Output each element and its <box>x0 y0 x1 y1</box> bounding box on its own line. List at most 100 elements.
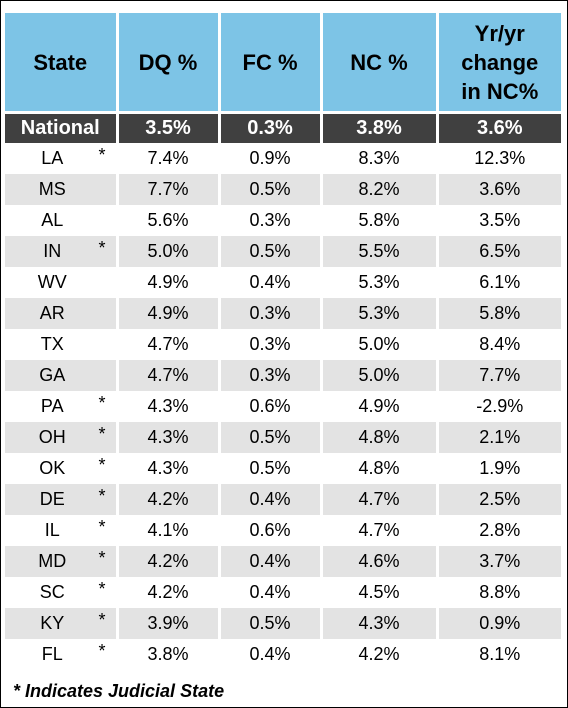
fc-cell: 0.6% <box>217 391 321 422</box>
table-row: KY * 3.9% 0.5% 4.3% 0.9% <box>5 608 561 639</box>
judicial-star: * <box>98 238 106 258</box>
yoy-cell: 8.1% <box>435 639 561 670</box>
header-dq: DQ % <box>115 13 219 113</box>
state-cell: TX <box>5 329 117 360</box>
state-cell: KY * <box>5 608 117 639</box>
table-row: WV 4.9% 0.4% 5.3% 6.1% <box>5 267 561 298</box>
state-code: IN <box>43 241 62 261</box>
table-row: IN * 5.0% 0.5% 5.5% 6.5% <box>5 236 561 267</box>
state-cell: DE * <box>5 484 117 515</box>
national-row: National 3.5% 0.3% 3.8% 3.6% <box>5 111 561 143</box>
header-fc: FC % <box>217 13 321 113</box>
table-row: GA 4.7% 0.3% 5.0% 7.7% <box>5 360 561 391</box>
national-nc: 3.8% <box>319 111 437 143</box>
state-code: PA <box>40 396 64 416</box>
dq-cell: 4.1% <box>115 515 219 546</box>
yoy-cell: 3.7% <box>435 546 561 577</box>
yoy-cell: 6.5% <box>435 236 561 267</box>
state-code: KY <box>40 613 65 633</box>
nc-cell: 4.6% <box>319 546 437 577</box>
nc-cell: 5.0% <box>319 360 437 391</box>
judicial-star: * <box>98 393 106 413</box>
state-cell: AL <box>5 205 117 236</box>
table-row: OH * 4.3% 0.5% 4.8% 2.1% <box>5 422 561 453</box>
nc-cell: 5.3% <box>319 298 437 329</box>
table-row: AR 4.9% 0.3% 5.3% 5.8% <box>5 298 561 329</box>
dq-cell: 4.3% <box>115 422 219 453</box>
fc-cell: 0.5% <box>217 236 321 267</box>
national-yoy: 3.6% <box>435 111 561 143</box>
table-row: IL * 4.1% 0.6% 4.7% 2.8% <box>5 515 561 546</box>
table-row: AL 5.6% 0.3% 5.8% 3.5% <box>5 205 561 236</box>
state-cell: MS <box>5 174 117 205</box>
dq-cell: 4.9% <box>115 267 219 298</box>
nc-cell: 5.5% <box>319 236 437 267</box>
fc-cell: 0.3% <box>217 360 321 391</box>
fc-cell: 0.9% <box>217 143 321 174</box>
fc-cell: 0.5% <box>217 174 321 205</box>
nc-cell: 8.3% <box>319 143 437 174</box>
state-code: AR <box>39 303 65 323</box>
yoy-cell: 7.7% <box>435 360 561 391</box>
dq-cell: 4.3% <box>115 453 219 484</box>
state-cell: OH * <box>5 422 117 453</box>
header-state: State <box>5 13 117 113</box>
dq-cell: 4.2% <box>115 484 219 515</box>
fc-cell: 0.6% <box>217 515 321 546</box>
fc-cell: 0.5% <box>217 422 321 453</box>
state-code: SC <box>39 582 65 602</box>
judicial-star: * <box>98 424 106 444</box>
yoy-cell: 3.6% <box>435 174 561 205</box>
fc-cell: 0.3% <box>217 205 321 236</box>
judicial-star: * <box>98 455 106 475</box>
dq-cell: 5.0% <box>115 236 219 267</box>
table-row: DE * 4.2% 0.4% 4.7% 2.5% <box>5 484 561 515</box>
yoy-cell: 2.8% <box>435 515 561 546</box>
dq-cell: 4.9% <box>115 298 219 329</box>
state-code: IL <box>44 520 60 540</box>
state-cell: IL * <box>5 515 117 546</box>
state-code: WV <box>37 272 67 292</box>
nc-cell: 4.7% <box>319 484 437 515</box>
table-row: MS 7.7% 0.5% 8.2% 3.6% <box>5 174 561 205</box>
fc-cell: 0.3% <box>217 329 321 360</box>
yoy-cell: 2.1% <box>435 422 561 453</box>
nc-cell: 4.7% <box>319 515 437 546</box>
judicial-star: * <box>98 486 106 506</box>
dq-cell: 3.8% <box>115 639 219 670</box>
nc-cell: 5.8% <box>319 205 437 236</box>
dq-cell: 4.2% <box>115 577 219 608</box>
judicial-star: * <box>98 517 106 537</box>
judicial-star: * <box>98 145 106 165</box>
state-cell: GA <box>5 360 117 391</box>
footnote: * Indicates Judicial State <box>13 681 225 701</box>
judicial-star: * <box>98 641 106 661</box>
header-row: State DQ % FC % NC % Yr/yr change in NC% <box>5 13 561 113</box>
table-row: LA * 7.4% 0.9% 8.3% 12.3% <box>5 143 561 174</box>
nc-cell: 4.2% <box>319 639 437 670</box>
yoy-cell: 6.1% <box>435 267 561 298</box>
dq-cell: 4.7% <box>115 360 219 391</box>
nc-cell: 5.0% <box>319 329 437 360</box>
judicial-star: * <box>98 548 106 568</box>
national-fc: 0.3% <box>217 111 321 143</box>
table-row: SC * 4.2% 0.4% 4.5% 8.8% <box>5 577 561 608</box>
nc-cell: 4.9% <box>319 391 437 422</box>
fc-cell: 0.4% <box>217 484 321 515</box>
judicial-star: * <box>98 610 106 630</box>
yoy-cell: -2.9% <box>435 391 561 422</box>
fc-cell: 0.4% <box>217 267 321 298</box>
yoy-cell: 3.5% <box>435 205 561 236</box>
table-row: TX 4.7% 0.3% 5.0% 8.4% <box>5 329 561 360</box>
yoy-cell: 1.9% <box>435 453 561 484</box>
table-row: FL * 3.8% 0.4% 4.2% 8.1% <box>5 639 561 670</box>
state-cell: SC * <box>5 577 117 608</box>
nc-cell: 4.5% <box>319 577 437 608</box>
state-cell: OK * <box>5 453 117 484</box>
state-code: MS <box>38 179 66 199</box>
table-row: OK * 4.3% 0.5% 4.8% 1.9% <box>5 453 561 484</box>
state-code: AL <box>41 210 64 230</box>
yoy-cell: 8.4% <box>435 329 561 360</box>
yoy-cell: 8.8% <box>435 577 561 608</box>
header-yoy: Yr/yr change in NC% <box>435 13 561 113</box>
